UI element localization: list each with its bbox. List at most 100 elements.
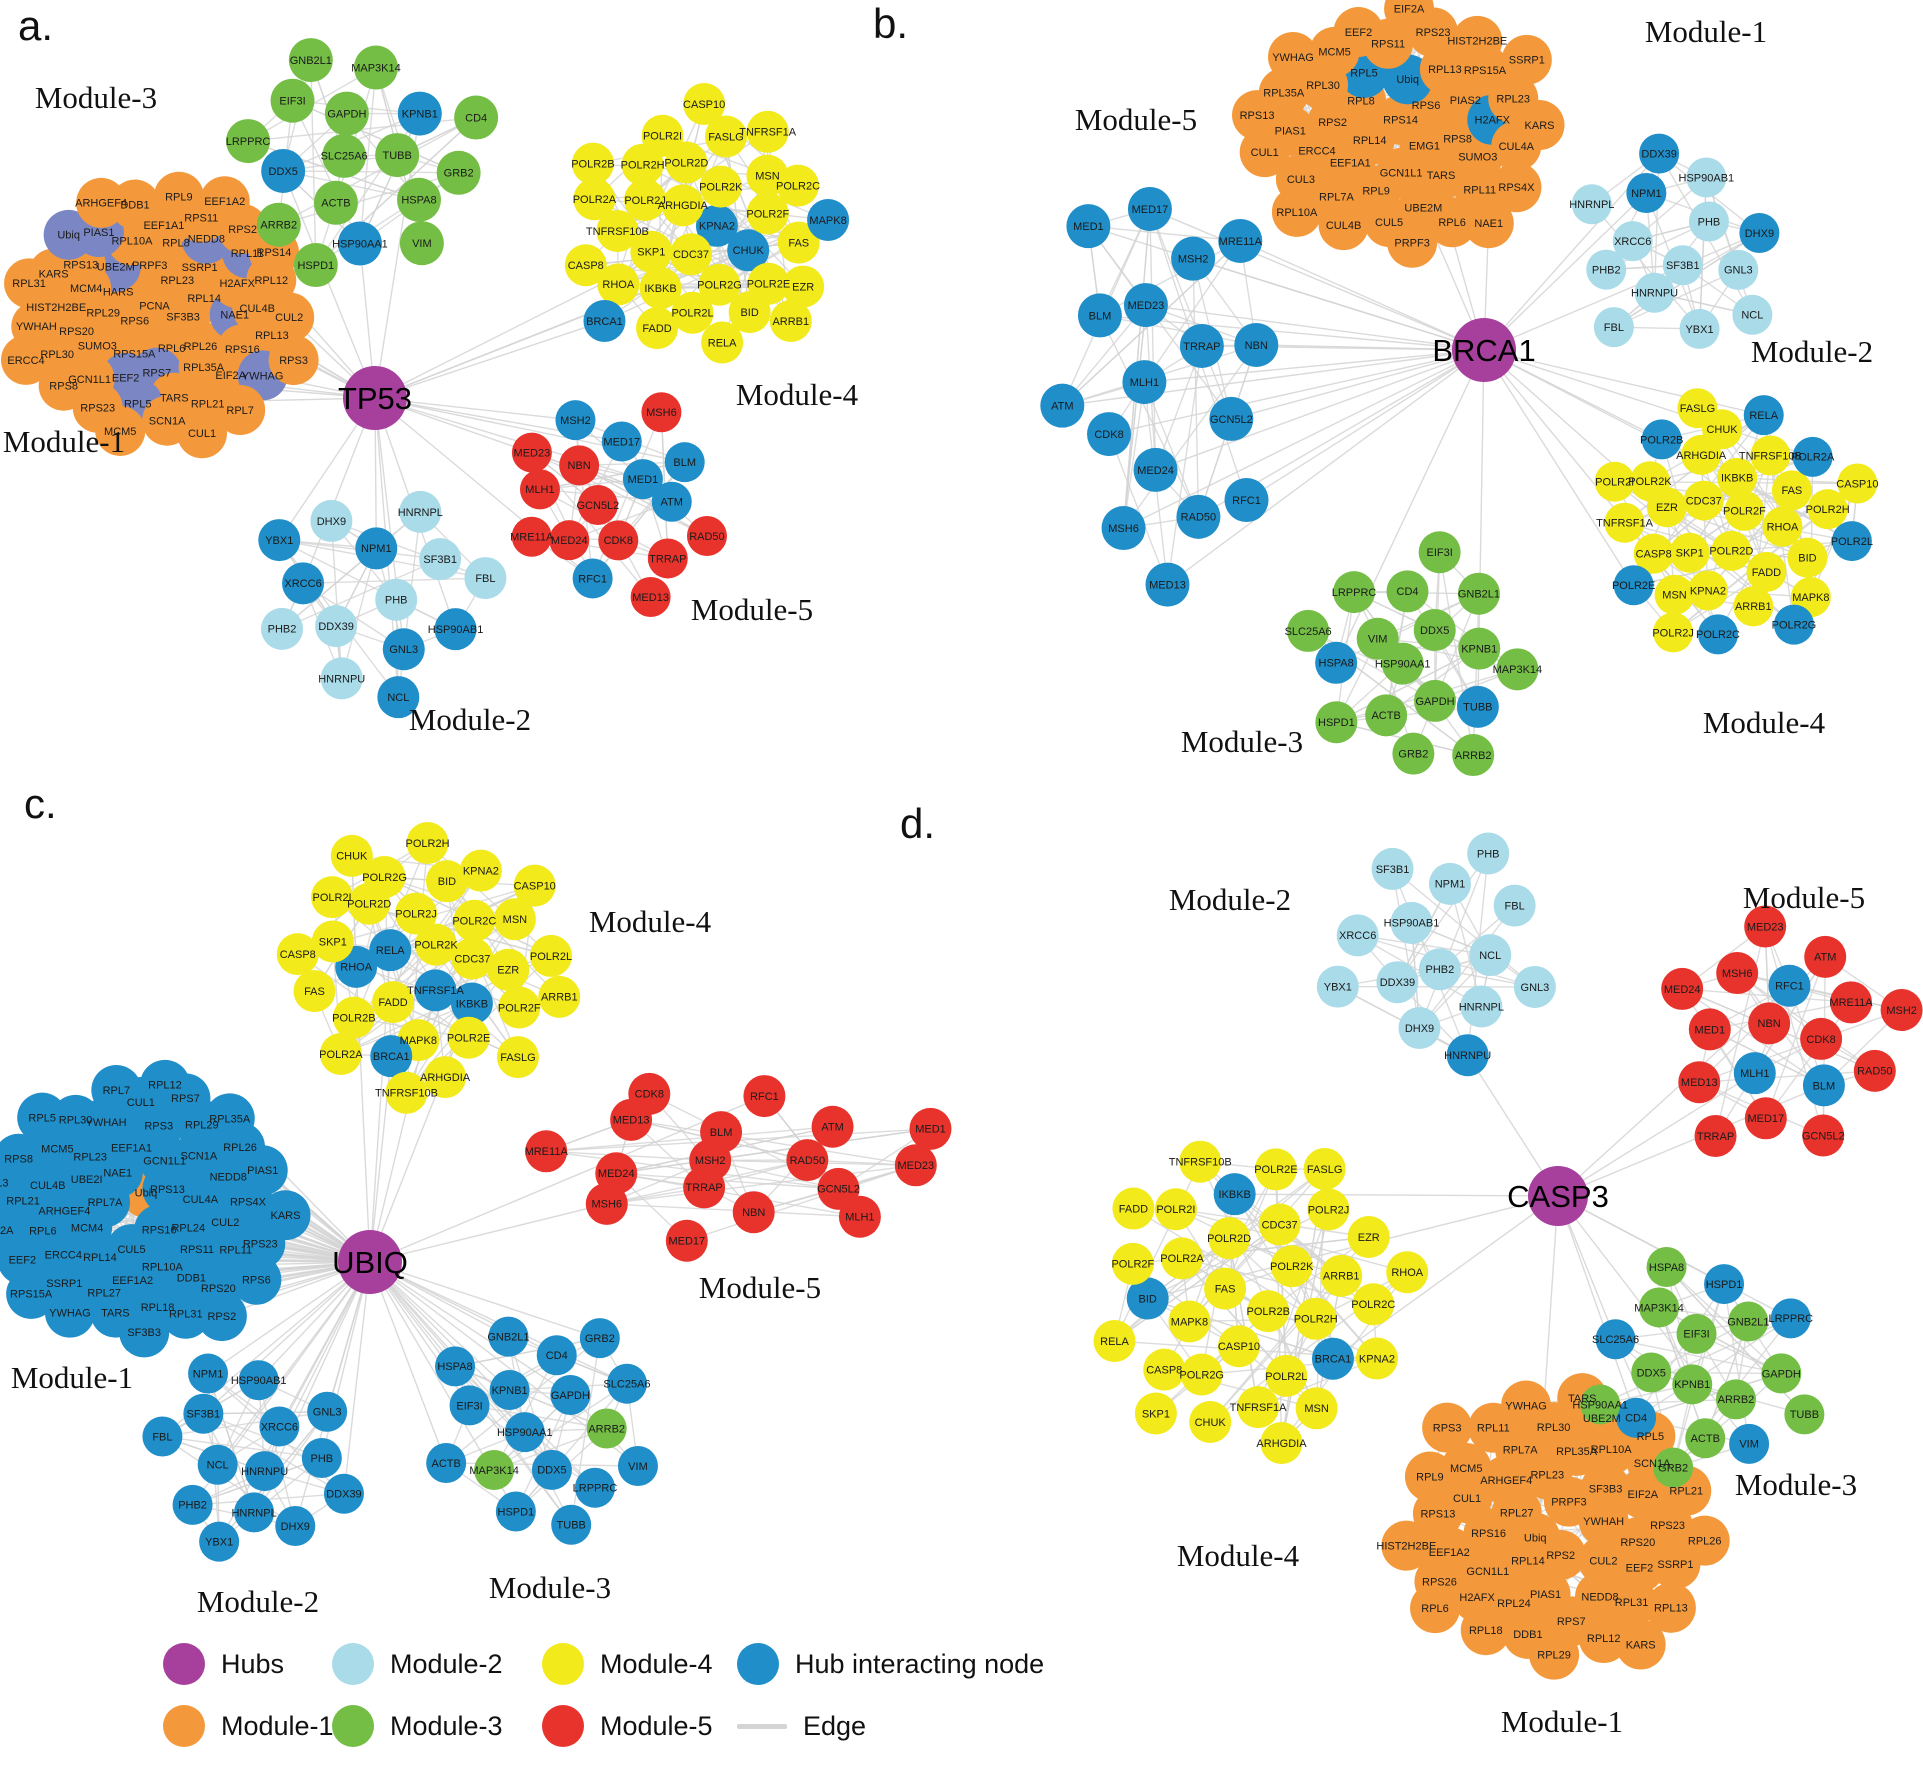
node-MED17[interactable]: [1744, 1097, 1787, 1140]
node-HSP90AB1[interactable]: [238, 1360, 279, 1401]
node-POLR2G[interactable]: [1773, 604, 1814, 645]
node-POLR2K[interactable]: [415, 923, 458, 966]
node-RPL12[interactable]: [139, 1059, 190, 1110]
node-TNFRSF10B[interactable]: [385, 1071, 428, 1114]
node-RPL5[interactable]: [17, 1092, 68, 1143]
node-SLC25A6[interactable]: [322, 133, 367, 178]
node-POLR2K[interactable]: [699, 165, 742, 208]
node-FASLG[interactable]: [496, 1036, 539, 1079]
node-POLR2A[interactable]: [1792, 436, 1833, 477]
node-EZR[interactable]: [487, 948, 530, 991]
node-POLR2F[interactable]: [1111, 1242, 1154, 1285]
node-PHB2[interactable]: [1418, 948, 1461, 991]
node-RPL35A[interactable]: [204, 1093, 255, 1144]
node-POLR2L[interactable]: [530, 934, 573, 977]
node-POLR2H[interactable]: [406, 822, 449, 865]
node-KPNA2[interactable]: [1687, 570, 1728, 611]
node-RELA[interactable]: [1093, 1320, 1136, 1363]
hub-BRCA1[interactable]: [1452, 318, 1516, 382]
node-GNL3[interactable]: [307, 1391, 348, 1432]
node-CD4[interactable]: [1616, 1397, 1657, 1438]
node-BID[interactable]: [1787, 537, 1828, 578]
node-MED24[interactable]: [549, 520, 590, 561]
node-GNB2L1[interactable]: [1728, 1301, 1769, 1342]
node-CASP10[interactable]: [1217, 1325, 1260, 1368]
node-POLR2I[interactable]: [1594, 461, 1635, 502]
node-MRE11A[interactable]: [525, 1130, 568, 1173]
node-FBL[interactable]: [142, 1416, 183, 1457]
node-PIAS1[interactable]: [237, 1145, 288, 1196]
node-RPL9[interactable]: [1404, 1451, 1455, 1502]
node-GNL3[interactable]: [1718, 249, 1759, 290]
node-SLC25A6[interactable]: [606, 1363, 647, 1404]
node-RHOA[interactable]: [597, 263, 640, 306]
node-POLR2I[interactable]: [1154, 1188, 1197, 1231]
node-LRPPRC[interactable]: [574, 1467, 615, 1508]
node-RHOA[interactable]: [1386, 1251, 1429, 1294]
node-TUBB[interactable]: [1784, 1394, 1825, 1435]
node-FBL[interactable]: [464, 557, 507, 600]
node-YWHAG[interactable]: [1501, 1380, 1552, 1431]
node-POLR2K[interactable]: [1270, 1245, 1313, 1288]
node-EIF2A[interactable]: [1384, 0, 1435, 34]
node-SF3B3[interactable]: [119, 1307, 170, 1358]
node-ATM[interactable]: [1804, 935, 1847, 978]
node-FAS[interactable]: [777, 221, 820, 264]
node-MLH1[interactable]: [1122, 360, 1167, 405]
node-GRB2[interactable]: [579, 1318, 620, 1359]
node-POLR2E[interactable]: [447, 1016, 490, 1059]
node-XRCC6[interactable]: [259, 1406, 300, 1447]
node-EIF3I[interactable]: [1676, 1313, 1717, 1354]
node-ARHGDIA[interactable]: [1260, 1421, 1303, 1464]
node-CUL4B[interactable]: [1318, 200, 1369, 251]
node-MSH6[interactable]: [585, 1182, 628, 1225]
node-POLR2F[interactable]: [1724, 490, 1765, 531]
node-DDX5[interactable]: [261, 148, 306, 193]
node-NBN[interactable]: [1748, 1002, 1791, 1045]
node-TNFRSF1A[interactable]: [1237, 1386, 1280, 1429]
node-POLR2D[interactable]: [1711, 530, 1752, 571]
node-FBL[interactable]: [1593, 307, 1634, 348]
node-GAPDH[interactable]: [550, 1375, 591, 1416]
node-IKBKB[interactable]: [639, 267, 682, 310]
node-DDX5[interactable]: [1631, 1352, 1672, 1393]
node-MED1[interactable]: [909, 1107, 952, 1150]
node-DHX9[interactable]: [275, 1505, 316, 1546]
node-POLR2D[interactable]: [1208, 1217, 1251, 1260]
node-YBX1[interactable]: [1679, 308, 1720, 349]
node-KARS[interactable]: [1615, 1619, 1666, 1670]
node-ARHGDIA[interactable]: [424, 1056, 467, 1099]
node-HSP90AA1[interactable]: [504, 1412, 545, 1453]
node-ARRB2[interactable]: [1452, 734, 1495, 777]
node-POLR2K[interactable]: [1629, 461, 1670, 502]
node-ARRB2[interactable]: [256, 202, 301, 247]
node-POLR2G[interactable]: [363, 855, 406, 898]
hub-UBIQ[interactable]: [338, 1230, 402, 1294]
node-MSH6[interactable]: [641, 392, 682, 433]
node-NBN[interactable]: [559, 445, 600, 486]
node-ARHGEF4[interactable]: [76, 177, 127, 228]
node-TUBB[interactable]: [375, 133, 420, 178]
node-RPL29[interactable]: [1529, 1629, 1580, 1680]
node-VIM[interactable]: [1729, 1423, 1770, 1464]
node-YBX1[interactable]: [199, 1521, 240, 1562]
node-HSPD1[interactable]: [495, 1491, 536, 1532]
node-POLR2B[interactable]: [332, 996, 375, 1039]
node-POLR2B[interactable]: [571, 142, 614, 185]
node-RPL10A[interactable]: [1271, 186, 1322, 237]
node-GCN5L2[interactable]: [1802, 1114, 1845, 1157]
node-SF3B1[interactable]: [419, 538, 462, 581]
node-HSPD1[interactable]: [1704, 1264, 1745, 1305]
node-EIF3I[interactable]: [449, 1385, 490, 1426]
node-MSN[interactable]: [1654, 574, 1695, 615]
node-ARRB1[interactable]: [769, 300, 812, 343]
node-MSN[interactable]: [1295, 1387, 1338, 1430]
node-EEF2[interactable]: [1333, 7, 1384, 58]
node-XRCC6[interactable]: [282, 562, 325, 605]
node-CDC37[interactable]: [1683, 480, 1724, 521]
node-DDX39[interactable]: [315, 605, 358, 648]
node-MED24[interactable]: [1133, 447, 1178, 492]
node-CASP10[interactable]: [683, 82, 726, 125]
node-HSPA8[interactable]: [435, 1346, 476, 1387]
node-RPS3[interactable]: [268, 335, 319, 386]
